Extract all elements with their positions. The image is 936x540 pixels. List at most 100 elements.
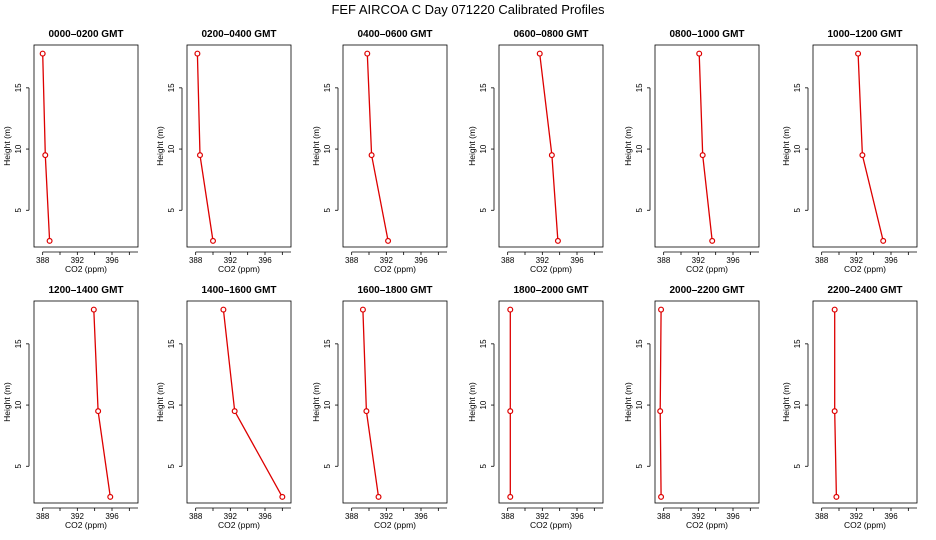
data-point [507,493,514,500]
x-tick-label: 388 [501,256,515,265]
x-tick-label: 396 [105,512,119,521]
panel-title: 0400–0600 GMT [357,29,432,40]
y-axis-label: Height (m) [2,126,12,166]
y-tick-label: 5 [635,207,644,212]
data-point [859,152,866,159]
x-axis-label: CO2 (ppm) [374,520,416,530]
x-tick-label: 392 [380,512,394,521]
y-tick-label: 5 [14,207,23,212]
x-axis-label: CO2 (ppm) [218,520,260,530]
profile-line [196,53,214,241]
y-tick-label: 10 [479,400,488,409]
data-point [368,152,375,159]
y-tick-label: 5 [167,207,176,212]
x-tick-label: 388 [501,512,515,521]
y-tick-label: 5 [323,463,332,468]
x-tick-label: 388 [345,256,359,265]
y-axis-label: Height (m) [155,382,165,422]
y-tick-label: 5 [793,463,802,468]
y-tick-label: 10 [479,144,488,153]
data-point [833,493,840,500]
y-axis-label: Height (m) [623,126,633,166]
data-point [536,50,543,57]
profile-line [42,53,51,241]
x-axis-label: CO2 (ppm) [218,264,260,274]
y-tick-label: 10 [323,144,332,153]
y-tick-label: 15 [14,83,23,92]
x-tick-label: 396 [414,256,428,265]
x-tick-label: 388 [815,256,829,265]
plot-frame [342,44,448,248]
x-tick-label: 396 [258,256,272,265]
plot-frame [812,44,918,248]
y-tick-label: 15 [14,339,23,348]
y-axis-label: Height (m) [155,126,165,166]
x-tick-label: 392 [536,512,550,521]
y-tick-label: 5 [167,463,176,468]
x-tick-label: 396 [570,256,584,265]
y-tick-label: 5 [793,207,802,212]
x-tick-label: 392 [224,256,238,265]
data-point [375,493,382,500]
data-point [696,50,703,57]
panel-title: 0000–0200 GMT [48,29,123,40]
data-point [880,237,887,244]
data-point [279,493,286,500]
panel-title: 2000–2200 GMT [669,285,744,296]
x-axis-label: CO2 (ppm) [530,264,572,274]
data-point [855,50,862,57]
plot-frame [812,300,918,504]
y-tick-label: 10 [14,144,23,153]
data-point [39,50,46,57]
panel-title: 1600–1800 GMT [357,285,432,296]
data-point [42,152,49,159]
data-point [831,306,838,313]
data-point [90,306,97,313]
profile-line [93,309,111,497]
profile-line [698,53,713,241]
x-tick-label: 396 [105,256,119,265]
data-point [107,493,114,500]
data-point [658,493,665,500]
plot-frame [342,300,448,504]
y-tick-label: 15 [167,83,176,92]
panel-title: 1800–2000 GMT [513,285,588,296]
y-axis-label: Height (m) [623,382,633,422]
y-tick-label: 5 [14,463,23,468]
profile-line [362,309,380,497]
y-tick-label: 10 [635,400,644,409]
plot-frame [33,44,139,248]
plot-frame [186,44,292,248]
x-tick-label: 388 [657,256,671,265]
y-axis-label: Height (m) [781,382,791,422]
x-tick-label: 396 [884,256,898,265]
x-axis-label: CO2 (ppm) [65,264,107,274]
data-point [95,408,102,415]
y-tick-label: 10 [323,400,332,409]
profile-line [366,53,389,242]
data-point [363,408,370,415]
data-point [210,237,217,244]
panel-title: 0600–0800 GMT [513,29,588,40]
plot-frame [654,44,760,248]
x-tick-label: 392 [536,256,550,265]
x-tick-label: 388 [189,256,203,265]
data-point [507,306,514,313]
y-axis-label: Height (m) [781,126,791,166]
y-tick-label: 10 [793,144,802,153]
data-point [220,306,227,313]
x-tick-label: 392 [71,512,85,521]
panel-title: 1400–1600 GMT [201,285,276,296]
x-tick-label: 392 [380,256,394,265]
y-tick-label: 10 [635,144,644,153]
x-tick-label: 392 [850,512,864,521]
